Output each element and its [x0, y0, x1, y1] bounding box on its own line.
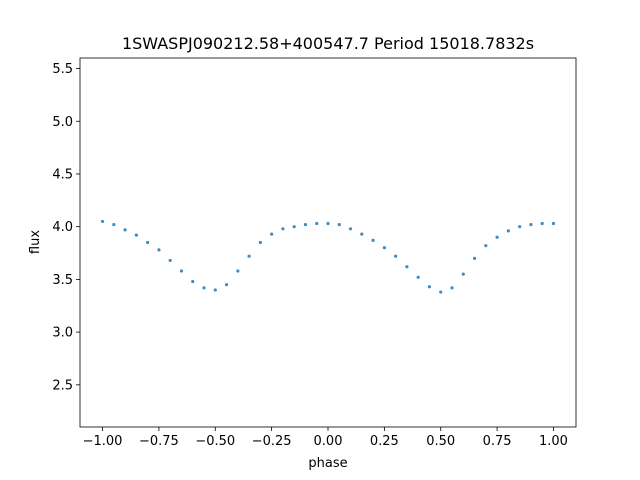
y-tick-label: 3.5: [52, 273, 73, 288]
data-point: [518, 225, 522, 229]
data-point: [551, 221, 556, 226]
x-tick-label: −0.75: [139, 434, 179, 449]
y-tick-label: 2.5: [52, 378, 73, 393]
data-point: [472, 256, 477, 260]
x-tick-label: −0.25: [252, 434, 292, 449]
y-tick-label: 5.0: [52, 115, 73, 130]
data-point: [337, 222, 341, 227]
y-axis-ticks: 2.5 3.0 3.5 4.0 4.5 5.0 5.5: [52, 62, 80, 393]
data-point: [382, 246, 386, 250]
x-axis-label: phase: [308, 456, 347, 471]
data-point: [484, 244, 488, 248]
data-point: [439, 290, 443, 294]
data-point: [202, 286, 206, 290]
data-point: [326, 221, 330, 226]
x-tick-label: −1.00: [83, 434, 123, 449]
chart-title: 1SWASPJ090212.58+400547.7 Period 15018.7…: [122, 34, 534, 53]
data-point: [247, 254, 251, 258]
data-point: [506, 229, 510, 233]
y-axis-label: flux: [28, 230, 43, 254]
data-point: [168, 258, 172, 263]
data-point: [224, 283, 229, 287]
data-point: [258, 240, 262, 245]
data-point: [236, 269, 240, 273]
x-tick-label: 1.00: [539, 434, 568, 449]
x-tick-label: 0.50: [426, 434, 455, 449]
data-point: [303, 222, 308, 227]
data-point: [292, 225, 296, 229]
y-tick-label: 4.0: [52, 220, 73, 235]
x-tick-label: 0.25: [370, 434, 399, 449]
data-point: [100, 219, 105, 224]
data-point: [213, 288, 217, 292]
data-point: [405, 265, 409, 269]
data-point: [495, 235, 499, 239]
data-point: [157, 248, 161, 252]
data-point: [146, 240, 150, 245]
y-tick-label: 4.5: [52, 167, 73, 182]
data-point: [348, 227, 353, 231]
x-tick-label: 0.75: [483, 434, 512, 449]
x-axis-ticks: −1.00 −0.75 −0.50 −0.25 0.00 0.25 0.50 0.75 1.00: [83, 427, 568, 449]
data-point: [179, 269, 184, 273]
data-point: [394, 254, 398, 258]
data-point: [427, 285, 432, 289]
data-point: [360, 232, 364, 236]
data-point: [540, 221, 544, 226]
y-tick-label: 5.5: [52, 62, 73, 77]
data-point: [134, 233, 138, 237]
data-point: [461, 272, 465, 276]
data-point: [281, 227, 285, 231]
data-point: [371, 238, 375, 242]
data-point: [416, 275, 420, 279]
x-tick-label: −0.50: [195, 434, 235, 449]
data-point: [529, 222, 533, 227]
data-point: [191, 279, 195, 284]
y-tick-label: 3.0: [52, 326, 73, 341]
data-points: [100, 219, 556, 294]
data-point: [450, 286, 454, 290]
x-tick-label: 0.00: [314, 434, 343, 449]
data-point: [270, 232, 274, 236]
data-point: [123, 228, 127, 232]
data-point: [315, 221, 319, 226]
data-point: [112, 222, 116, 227]
